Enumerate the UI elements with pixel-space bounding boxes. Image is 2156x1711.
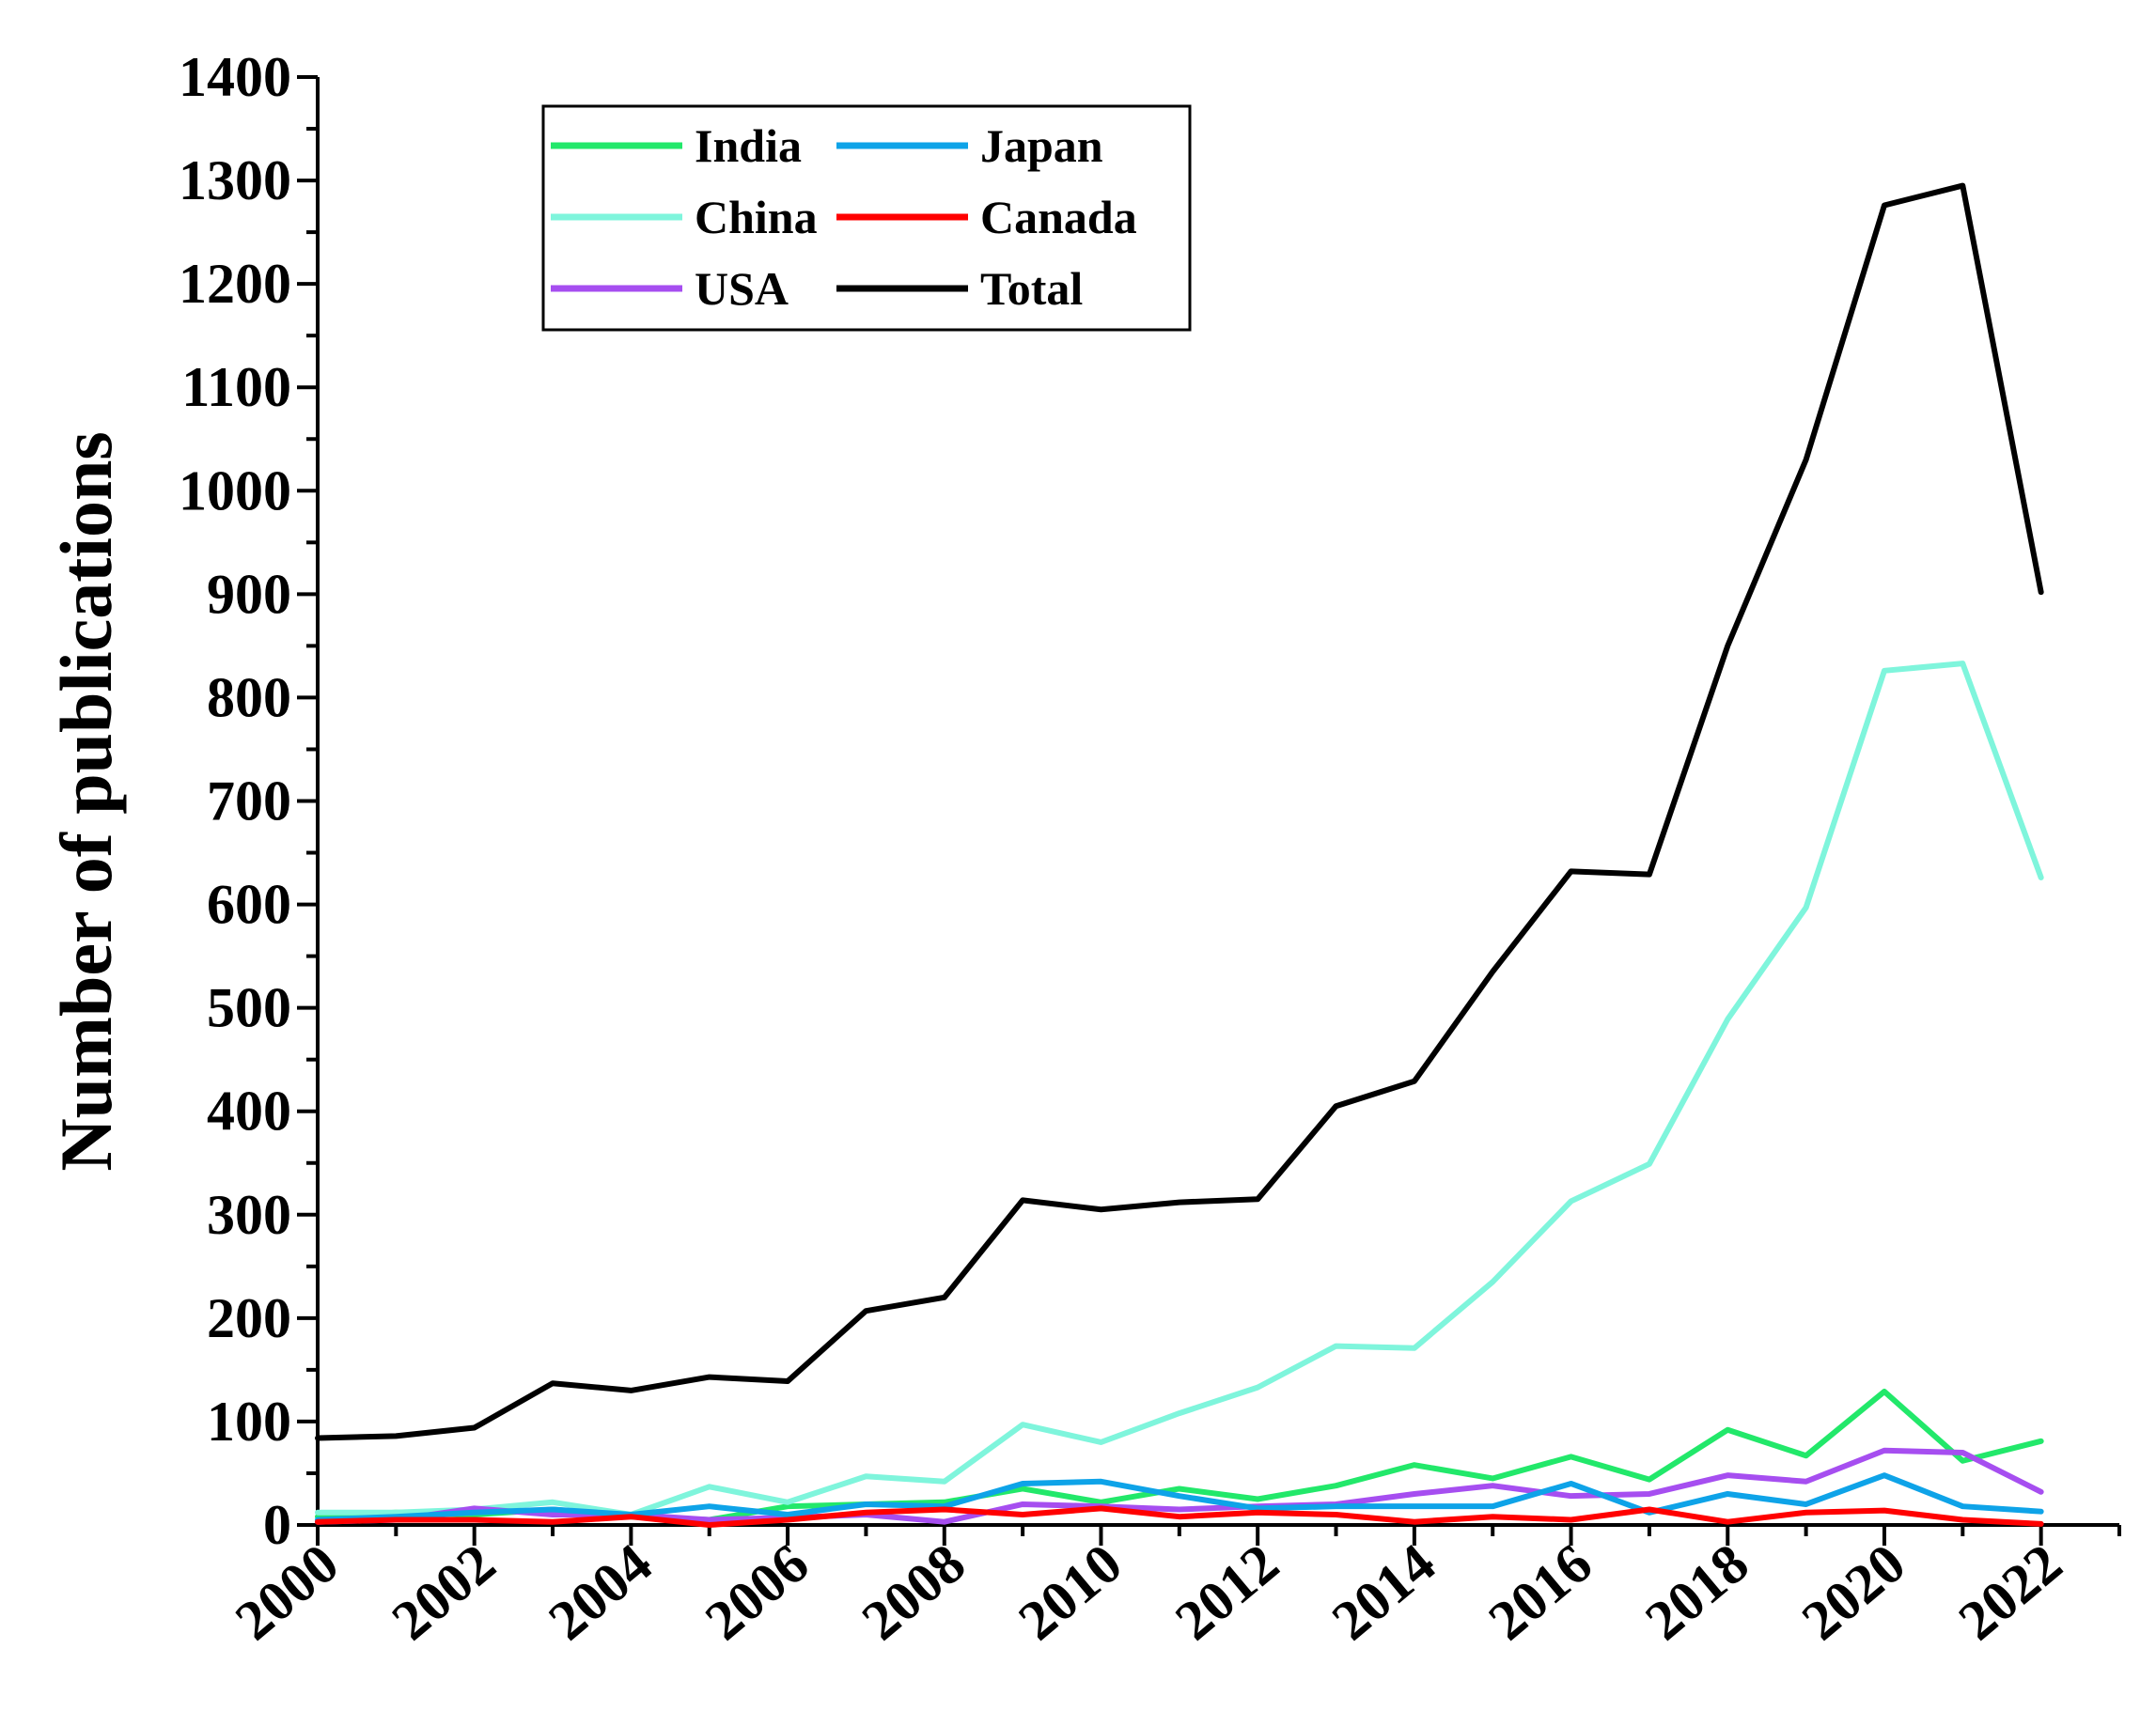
x-tick-label: 2022 [1947, 1532, 2073, 1652]
x-tick-label: 2016 [1477, 1532, 1603, 1652]
series-line-canada [315, 1505, 2044, 1528]
x-tick-label: 2018 [1633, 1532, 1759, 1652]
y-tick-label: 500 [207, 977, 291, 1039]
y-tick-label: 800 [207, 666, 291, 728]
series-line-total [315, 182, 2044, 1441]
y-tick-label: 300 [207, 1184, 291, 1246]
x-tick-label: 2004 [537, 1532, 663, 1652]
x-tick-label: 2006 [694, 1532, 820, 1652]
legend-label-canada: Canada [980, 191, 1137, 243]
y-tick-label: 100 [207, 1391, 291, 1453]
y-tick-label: 1300 [179, 149, 291, 211]
y-axis-ticks: 0 100 200 300 400 500 600 700 800 900 1000 1100 1200… [179, 46, 318, 1556]
legend-label-india: India [695, 119, 802, 172]
legend-label-japan: Japan [980, 119, 1103, 172]
y-axis-title: Number of publications [45, 431, 127, 1171]
y-tick-label: 200 [207, 1287, 291, 1349]
x-tick-label: 2010 [1007, 1532, 1133, 1652]
x-tick-label: 2002 [381, 1532, 507, 1652]
y-tick-label: 1100 [181, 356, 291, 418]
y-tick-label: 700 [207, 770, 291, 832]
x-tick-label: 2008 [851, 1532, 976, 1652]
legend: India Japan China Canada USA Total [541, 104, 1192, 332]
x-axis-ticks: 2000 2002 2004 2006 2008 2010 2012 2014 2016 2018… [224, 1525, 2121, 1652]
x-tick-label: 2014 [1320, 1532, 1446, 1652]
series-lines [315, 182, 2044, 1528]
legend-label-china: China [695, 191, 818, 243]
y-tick-label: 1200 [179, 253, 291, 315]
x-tick-label: 2012 [1164, 1532, 1289, 1652]
y-tick-label: 400 [207, 1081, 291, 1143]
legend-label-usa: USA [695, 262, 789, 315]
y-tick-label: 900 [207, 563, 291, 625]
y-tick-label: 1000 [179, 459, 291, 521]
y-tick-label: 0 [263, 1494, 291, 1556]
x-tick-label: 2020 [1790, 1532, 1916, 1652]
legend-label-total: Total [980, 262, 1083, 315]
series-line-japan [315, 1472, 2044, 1523]
y-tick-label: 1400 [179, 46, 291, 108]
y-tick-label: 600 [207, 874, 291, 936]
